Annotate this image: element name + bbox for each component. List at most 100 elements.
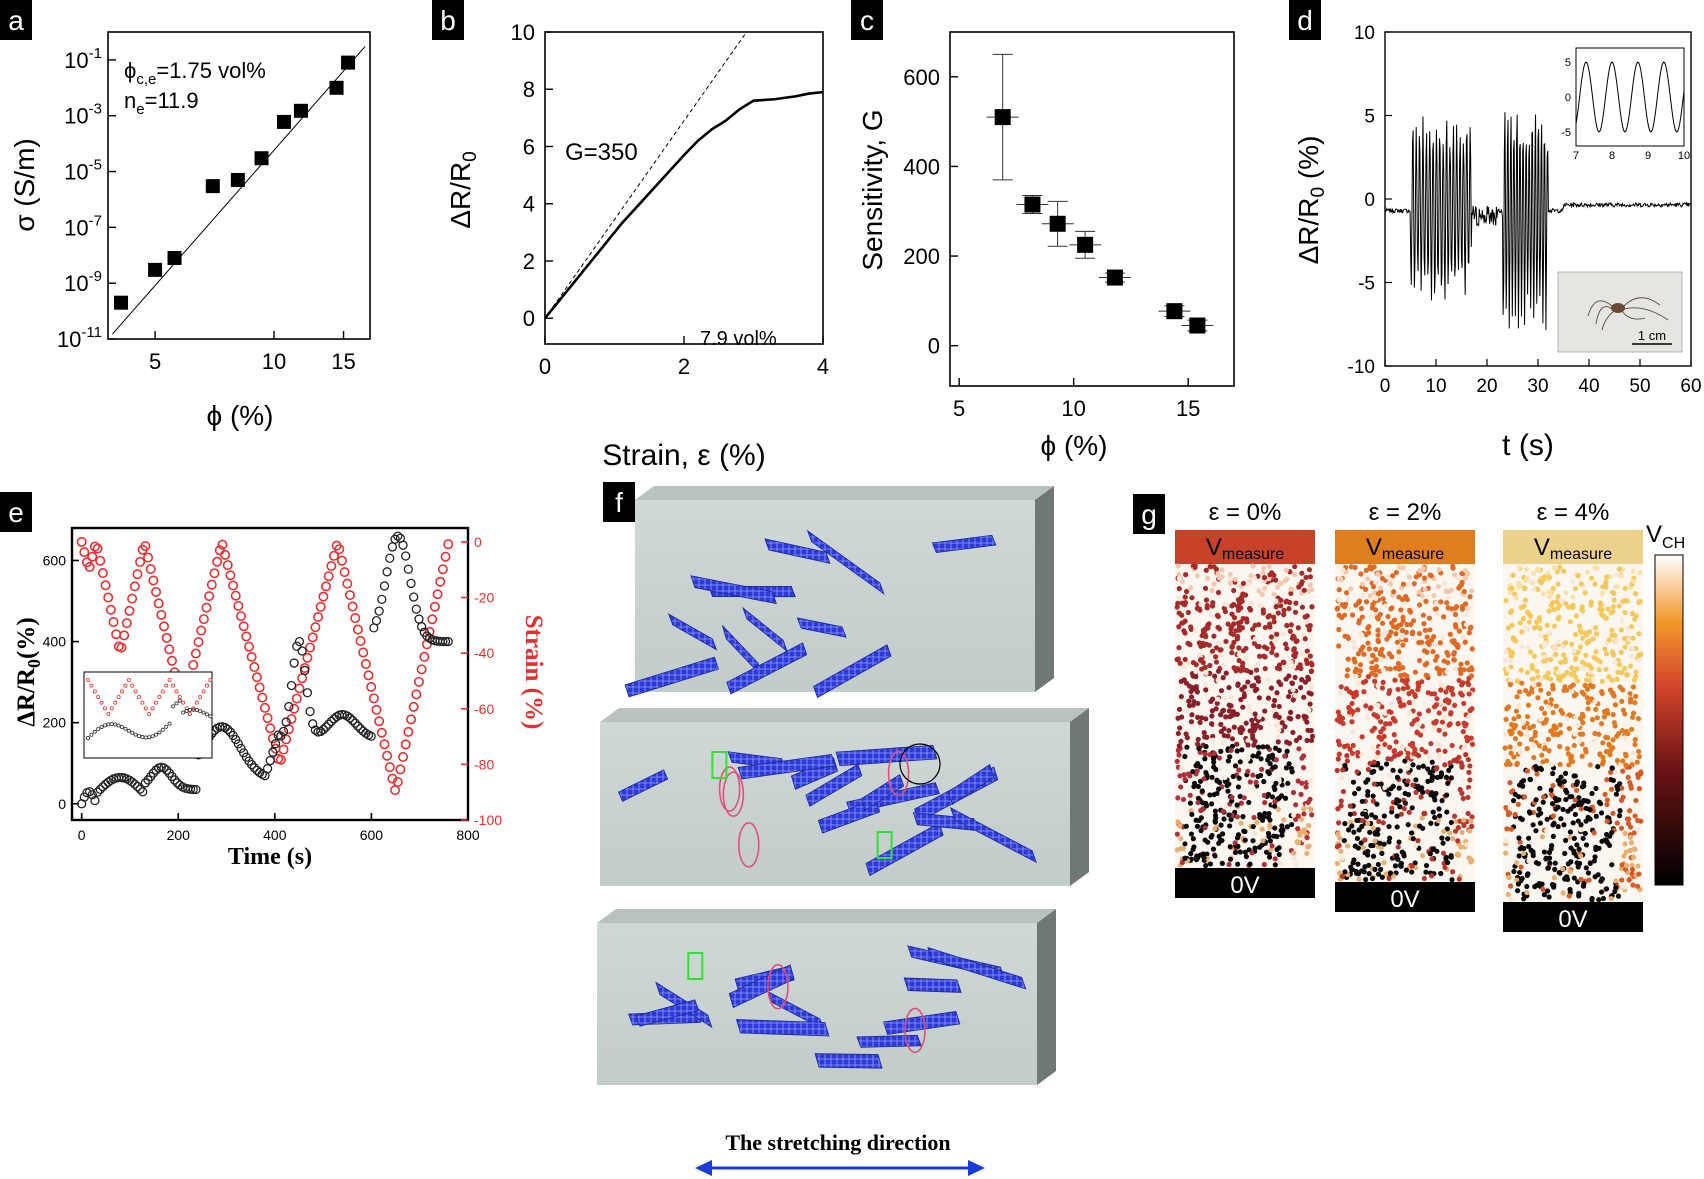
network-particle bbox=[1461, 700, 1467, 707]
network-particle bbox=[1243, 853, 1249, 860]
network-particle bbox=[1458, 760, 1464, 766]
network-particle bbox=[1570, 603, 1576, 609]
network-particle bbox=[1463, 611, 1470, 618]
network-particle bbox=[1623, 849, 1629, 855]
panel-letter-f: f bbox=[615, 487, 623, 518]
network-particle bbox=[1504, 826, 1510, 832]
response-point-e bbox=[406, 578, 416, 589]
strain-point-e bbox=[302, 652, 313, 663]
strain-point-e bbox=[228, 580, 239, 591]
network-particle bbox=[1276, 727, 1282, 733]
network-particle bbox=[1267, 838, 1273, 844]
strain-point-e bbox=[238, 621, 249, 632]
electrode-bottom bbox=[1503, 902, 1643, 932]
network-particle bbox=[1514, 760, 1520, 766]
network-particle bbox=[1269, 649, 1275, 655]
network-particle bbox=[1299, 755, 1305, 761]
y-axis-label-a: σ (S/m) bbox=[9, 138, 40, 232]
network-particle bbox=[1405, 822, 1411, 828]
response-point-e bbox=[294, 636, 305, 647]
network-particle bbox=[1502, 657, 1508, 664]
network-particle bbox=[1309, 812, 1315, 818]
composite-block bbox=[600, 708, 1089, 886]
network-particle bbox=[1612, 723, 1618, 729]
network-particle bbox=[1284, 748, 1290, 754]
network-particle bbox=[1290, 687, 1296, 693]
network-particle bbox=[1193, 662, 1199, 668]
network-particle bbox=[1211, 764, 1217, 770]
network-particle bbox=[1428, 740, 1434, 747]
y-tick-label-right-e: -20 bbox=[474, 590, 494, 606]
network-particle bbox=[1526, 612, 1533, 618]
network-particle bbox=[1574, 678, 1581, 684]
network-particle bbox=[1343, 686, 1350, 692]
inset-response-point-e bbox=[86, 736, 91, 741]
network-particle bbox=[1563, 601, 1569, 607]
network-particle bbox=[1422, 811, 1428, 817]
network-particle bbox=[1553, 703, 1559, 709]
strain-point-e bbox=[419, 651, 430, 662]
network-particle bbox=[1288, 586, 1294, 592]
contact-marker bbox=[711, 751, 728, 779]
inset-response-point-e bbox=[147, 735, 152, 740]
network-particle bbox=[1293, 638, 1299, 645]
network-particle bbox=[1637, 570, 1643, 576]
network-particle bbox=[1209, 713, 1215, 719]
network-particle bbox=[1375, 571, 1381, 577]
network-particle bbox=[1467, 707, 1473, 714]
inset-response-point-e bbox=[123, 726, 128, 731]
response-point-e bbox=[286, 680, 297, 691]
network-particle bbox=[1457, 666, 1463, 672]
network-particle bbox=[1609, 627, 1615, 633]
network-particle bbox=[1456, 876, 1462, 882]
network-particle bbox=[1425, 778, 1431, 784]
network-particle bbox=[1503, 838, 1509, 844]
network-particle bbox=[1635, 657, 1642, 664]
response-point-e bbox=[188, 784, 198, 795]
network-particle bbox=[1461, 588, 1467, 595]
network-particle bbox=[1362, 586, 1369, 592]
network-particle bbox=[1618, 825, 1625, 831]
network-particle bbox=[1390, 767, 1396, 773]
network-particle bbox=[1585, 798, 1591, 805]
network-particle bbox=[1509, 608, 1515, 614]
response-point-e bbox=[98, 782, 108, 792]
network-particle bbox=[1227, 754, 1233, 760]
network-particle bbox=[1630, 684, 1636, 690]
network-particle bbox=[1334, 767, 1340, 774]
network-particle bbox=[1334, 844, 1340, 850]
network-particle bbox=[1598, 810, 1605, 816]
network-particle bbox=[1184, 735, 1190, 741]
network-particle bbox=[1619, 785, 1625, 791]
network-particle bbox=[1537, 785, 1543, 791]
network-particle bbox=[1620, 758, 1626, 764]
network-particle bbox=[1200, 806, 1206, 812]
network-particle bbox=[1603, 748, 1609, 755]
network-particle bbox=[1353, 666, 1359, 672]
network-particle bbox=[1438, 687, 1444, 693]
network-particle bbox=[1589, 790, 1595, 797]
network-particle bbox=[1391, 623, 1397, 630]
y-tick-label-e: 600 bbox=[43, 552, 67, 568]
network-particle bbox=[1525, 702, 1532, 708]
network-particle bbox=[1433, 766, 1439, 772]
network-particle bbox=[1537, 625, 1543, 632]
network-particle bbox=[1182, 855, 1188, 861]
network-particle bbox=[1375, 826, 1381, 833]
electrode-top bbox=[1335, 530, 1475, 564]
network-particle bbox=[1180, 796, 1187, 803]
network-particle bbox=[1334, 860, 1341, 867]
strain-point-e bbox=[294, 683, 305, 694]
network-particle bbox=[1286, 606, 1292, 612]
network-particle bbox=[1335, 709, 1341, 715]
network-particle bbox=[1508, 826, 1514, 832]
response-curve-b bbox=[543, 90, 824, 320]
network-particle bbox=[1512, 736, 1519, 742]
network-particle bbox=[1342, 762, 1348, 769]
network-particle bbox=[1415, 687, 1421, 693]
inset-response-point-e bbox=[157, 730, 162, 735]
network-particle bbox=[1210, 733, 1216, 739]
network-particle bbox=[1353, 692, 1359, 698]
network-particle bbox=[1273, 598, 1279, 604]
